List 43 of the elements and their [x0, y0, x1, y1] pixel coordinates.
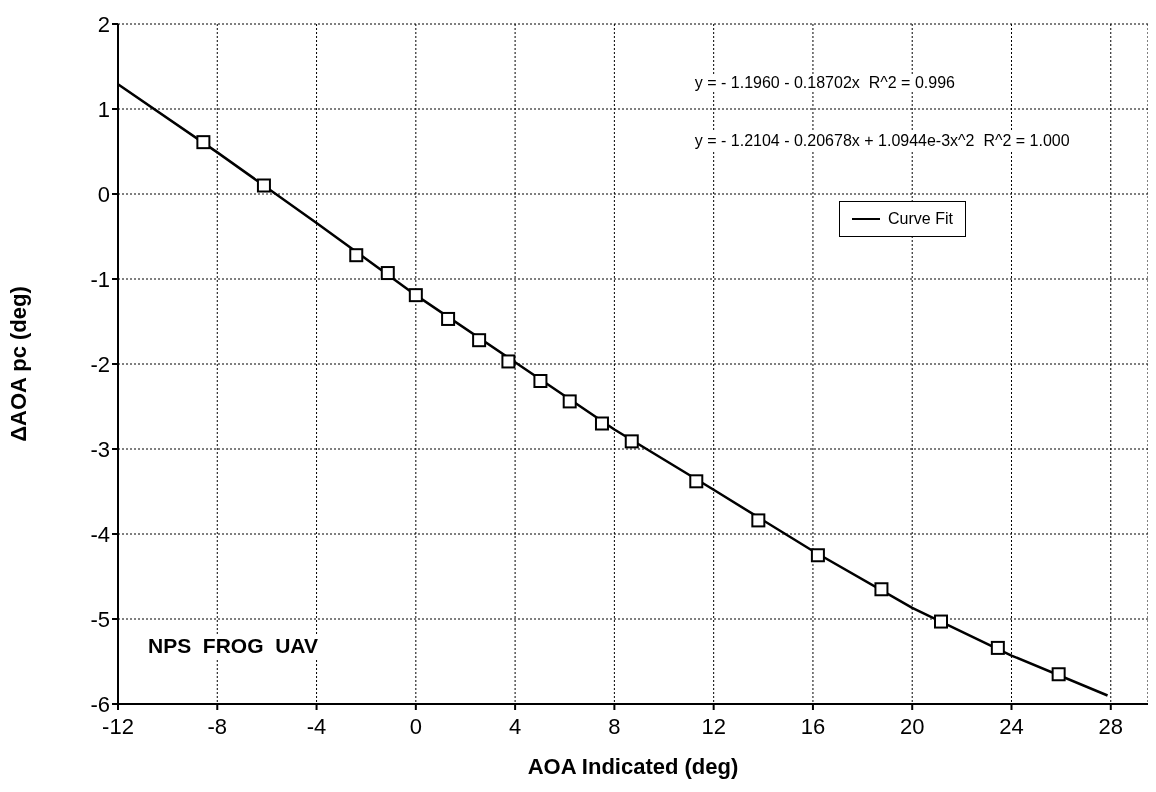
point: [990, 640, 1005, 655]
annotation: y = - 1.1960 - 0.18702x R^2 = 0.996: [694, 74, 955, 92]
x-tick-label: 28: [1098, 713, 1124, 739]
y-tick-label: -1: [90, 266, 110, 292]
point: [689, 474, 704, 489]
x-tick-label: 16: [800, 713, 826, 739]
x-tick-label: 4: [508, 713, 522, 739]
point: [533, 374, 548, 388]
legend-label: Curve Fit: [888, 209, 953, 228]
annotation: y = - 1.2104 - 0.20678x + 1.0944e-3x^2 R^2 = 1.000: [694, 132, 1070, 150]
point: [594, 416, 609, 431]
point: [501, 354, 516, 369]
point: [256, 178, 271, 193]
point: [751, 513, 766, 528]
x-axis-title: AOA Indicated (deg): [527, 754, 739, 779]
point: [472, 333, 487, 348]
point: [380, 266, 395, 281]
x-tick-label: 0: [409, 713, 422, 739]
point: [1051, 667, 1066, 682]
y-axis-title: ΔAOA pc (deg): [5, 286, 31, 442]
x-tick-label: 20: [899, 713, 925, 739]
x-tick-label: -8: [207, 713, 228, 739]
annotation: NPS FROG UAV: [148, 634, 318, 658]
point: [441, 311, 456, 326]
point: [934, 614, 949, 629]
y-tick-label: -2: [90, 351, 110, 377]
point: [624, 434, 639, 449]
point: [196, 135, 211, 150]
y-tick-label: 2: [97, 11, 110, 37]
point: [562, 394, 577, 409]
point: [810, 548, 825, 563]
point: [408, 288, 423, 303]
point: [349, 248, 364, 263]
y-tick-label: -5: [90, 606, 110, 632]
y-tick-label: -3: [90, 436, 110, 462]
y-tick-label: 1: [97, 96, 110, 122]
y-tick-label: 0: [97, 181, 110, 207]
x-tick-label: 24: [999, 713, 1024, 739]
y-tick-label: -4: [90, 521, 110, 547]
x-tick-label: -4: [306, 713, 327, 739]
point: [874, 582, 889, 597]
x-tick-label: 8: [608, 713, 621, 739]
x-tick-label: 12: [701, 713, 726, 739]
